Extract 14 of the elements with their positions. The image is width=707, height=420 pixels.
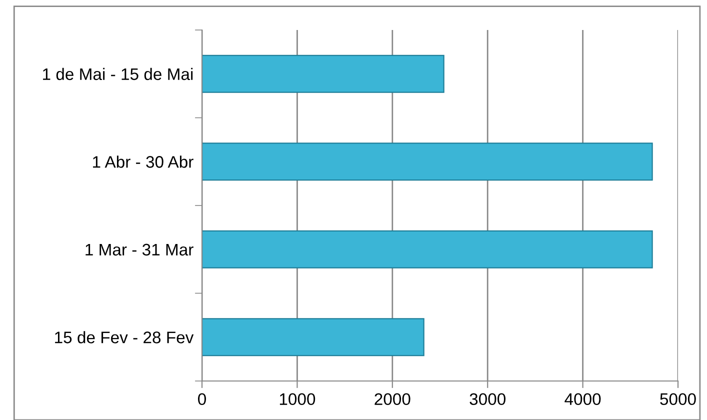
- x-tick-label: 2000: [374, 393, 410, 406]
- y-tick-label: 1 de Mai - 15 de Mai: [43, 68, 193, 80]
- bar: [202, 318, 424, 356]
- x-tick-label: 3000: [470, 393, 506, 406]
- x-tick-label: 1000: [280, 393, 316, 406]
- bar: [202, 142, 653, 181]
- y-tick-label: 15 de Fev - 28 Fev: [55, 331, 194, 344]
- y-tick-label: 1 Mar - 31 Mar: [86, 244, 194, 256]
- x-tick-label: 5000: [660, 393, 696, 406]
- bar: [202, 230, 653, 268]
- x-tick-label: 0: [198, 393, 206, 406]
- y-tick-label: 1 Abr - 30 Abr: [93, 156, 194, 168]
- bar: [202, 54, 444, 93]
- x-tick-label: 4000: [564, 393, 601, 406]
